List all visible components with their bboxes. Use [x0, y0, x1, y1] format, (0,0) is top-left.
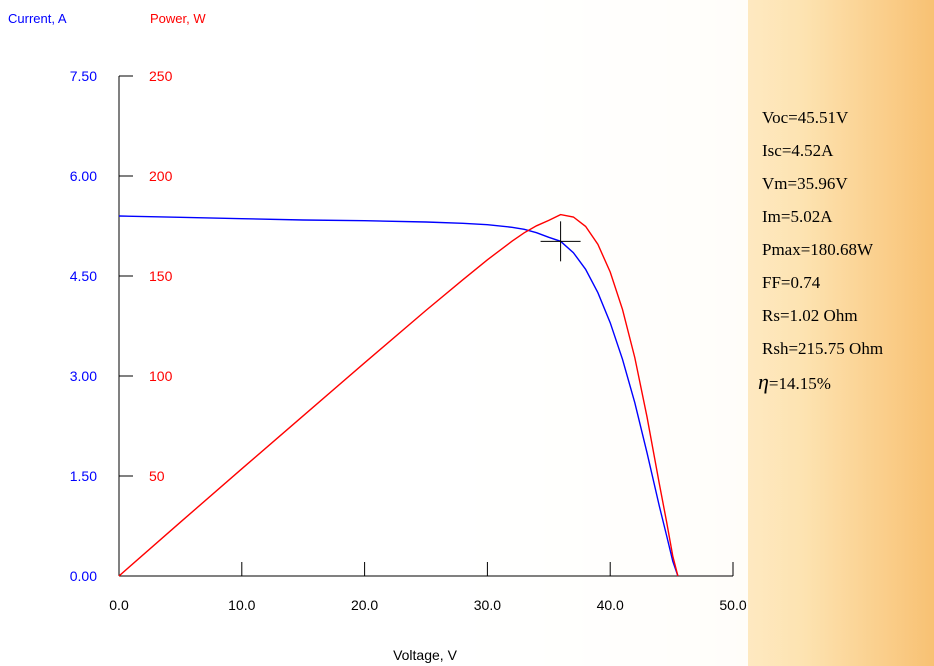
x-tick-label-1: 10.0: [228, 597, 255, 613]
param-rs: Rs=1.02 Ohm: [762, 306, 858, 325]
power-tick-label-3: 150: [149, 268, 173, 284]
max-power-point-marker: [540, 221, 581, 262]
current-tick-label-5: 7.50: [70, 68, 97, 84]
current-axis-title: Current, A: [8, 11, 67, 26]
power-axis-title: Power, W: [150, 11, 206, 26]
param-isc: Isc=4.52A: [762, 141, 834, 160]
power-tick-label-2: 100: [149, 368, 173, 384]
x-tick-label-2: 20.0: [351, 597, 378, 613]
param-rsh: Rsh=215.75 Ohm: [762, 339, 884, 358]
x-tick-label-5: 50.0: [719, 597, 746, 613]
param-im: Im=5.02A: [762, 207, 833, 226]
power-tick-label-1: 50: [149, 468, 165, 484]
current-tick-label-4: 6.00: [70, 168, 97, 184]
current-curve: [118, 215, 679, 577]
current-tick-label-1: 1.50: [70, 468, 97, 484]
efficiency-value: =14.15%: [768, 374, 831, 393]
power-tick-label-4: 200: [149, 168, 173, 184]
x-axis-title: Voltage, V: [393, 647, 457, 663]
power-curve: [118, 213, 679, 577]
x-tick-label-4: 40.0: [597, 597, 624, 613]
current-tick-label-2: 3.00: [70, 368, 97, 384]
current-tick-label-3: 4.50: [70, 268, 97, 284]
param-vm: Vm=35.96V: [762, 174, 848, 193]
param-efficiency: η=14.15%: [758, 369, 883, 405]
param-voc: Voc=45.51V: [762, 108, 849, 127]
power-tick-label-5: 250: [149, 68, 173, 84]
x-tick-label-0: 0.0: [109, 597, 129, 613]
parameter-list: Voc=45.51V Isc=4.52A Vm=35.96V Im=5.02A …: [758, 108, 884, 405]
param-pmax: Pmax=180.68W: [762, 240, 874, 259]
param-ff: FF=0.74: [762, 273, 821, 292]
eta-symbol: η: [758, 369, 769, 394]
current-tick-label-0: 0.00: [70, 568, 97, 584]
x-tick-label-3: 30.0: [474, 597, 501, 613]
